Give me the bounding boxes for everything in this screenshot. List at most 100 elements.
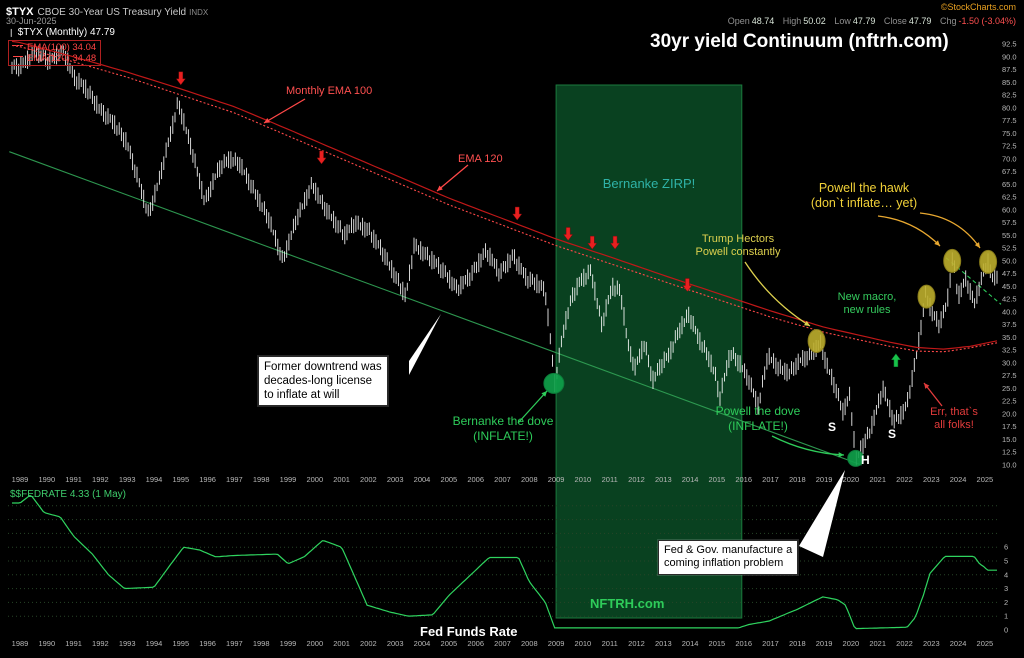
downtrend-callout (409, 314, 441, 375)
svg-text:2013: 2013 (655, 475, 672, 484)
svg-text:75.0: 75.0 (1002, 129, 1017, 138)
svg-text:2022: 2022 (896, 475, 913, 484)
svg-text:2003: 2003 (387, 475, 404, 484)
svg-text:2025: 2025 (977, 475, 994, 484)
svg-text:2024: 2024 (950, 639, 967, 648)
svg-text:2020: 2020 (843, 639, 860, 648)
svg-text:50.0: 50.0 (1002, 256, 1017, 265)
yellow-highlight-oval (807, 329, 826, 353)
svg-text:37.5: 37.5 (1002, 320, 1017, 329)
chart-date: 30-Jun-2025 (6, 16, 57, 26)
svg-text:2002: 2002 (360, 639, 377, 648)
svg-text:4: 4 (1004, 570, 1008, 579)
fedrate-legend: $$FEDRATE 4.33 (1 May) (10, 489, 126, 500)
bernanke-dove-arrow (517, 390, 548, 424)
yellow-highlight-oval (943, 248, 962, 273)
red-down-arrow-icon (175, 71, 186, 86)
svg-text:2017: 2017 (762, 475, 779, 484)
svg-text:67.5: 67.5 (1002, 167, 1017, 176)
chart-markers (175, 71, 998, 467)
svg-text:1997: 1997 (226, 475, 243, 484)
svg-text:85.0: 85.0 (1002, 78, 1017, 87)
svg-text:82.5: 82.5 (1002, 91, 1017, 100)
svg-text:2024: 2024 (950, 475, 967, 484)
powell-dove-arrow (771, 435, 845, 456)
svg-text:90.0: 90.0 (1002, 52, 1017, 61)
svg-text:1990: 1990 (38, 475, 55, 484)
svg-text:52.5: 52.5 (1002, 244, 1017, 253)
axis-labels: 92.5 90.0 87.5 85.0 82.5 80.0 77.5 75.0 72.5 70.0… (12, 40, 1017, 649)
svg-text:60.0: 60.0 (1002, 205, 1017, 214)
svg-text:2002: 2002 (360, 475, 377, 484)
svg-text:2025: 2025 (977, 639, 994, 648)
ema100-line-icon (13, 45, 23, 47)
chg-value: -1.50 (-3.04%) (958, 16, 1016, 26)
main-legend: ❙ $TYX (Monthly) 47.79 EMA(100) 34.04 EMA… (8, 27, 115, 66)
svg-text:1993: 1993 (119, 475, 136, 484)
svg-text:2004: 2004 (414, 475, 431, 484)
svg-text:1994: 1994 (146, 475, 163, 484)
red-down-arrow-icon (316, 150, 327, 165)
svg-text:40.0: 40.0 (1002, 307, 1017, 316)
svg-text:2018: 2018 (789, 639, 806, 648)
ema120-legend-row: EMA(120) 34.48 (13, 53, 96, 64)
svg-text:2014: 2014 (682, 639, 699, 648)
svg-text:2003: 2003 (387, 639, 404, 648)
svg-text:27.5: 27.5 (1002, 371, 1017, 380)
svg-text:2009: 2009 (548, 475, 565, 484)
svg-text:2017: 2017 (762, 639, 779, 648)
svg-text:1996: 1996 (199, 475, 216, 484)
svg-text:45.0: 45.0 (1002, 282, 1017, 291)
trump-arrow (744, 261, 811, 327)
close-value: 47.79 (908, 16, 932, 26)
low-value: 47.79 (852, 16, 876, 26)
symbol-description: CBOE 30-Year US Treasury Yield (37, 7, 187, 18)
svg-text:2021: 2021 (869, 475, 886, 484)
high-value: 50.02 (803, 16, 826, 26)
hawk-arrow-2 (919, 212, 981, 249)
svg-text:2004: 2004 (414, 639, 431, 648)
close-label: Close (883, 16, 907, 26)
svg-text:2018: 2018 (789, 475, 806, 484)
svg-text:2006: 2006 (467, 639, 484, 648)
svg-text:2016: 2016 (735, 639, 752, 648)
svg-text:2000: 2000 (306, 639, 323, 648)
svg-text:15.0: 15.0 (1002, 435, 1017, 444)
svg-text:2012: 2012 (628, 475, 645, 484)
svg-text:2007: 2007 (494, 639, 511, 648)
svg-text:2023: 2023 (923, 475, 940, 484)
svg-text:1: 1 (1004, 612, 1008, 621)
svg-text:2019: 2019 (816, 639, 833, 648)
svg-text:47.5: 47.5 (1002, 269, 1017, 278)
svg-text:2015: 2015 (709, 475, 726, 484)
svg-text:2022: 2022 (896, 639, 913, 648)
svg-text:2005: 2005 (441, 639, 458, 648)
svg-text:1991: 1991 (65, 639, 82, 648)
svg-text:2001: 2001 (333, 475, 350, 484)
svg-text:1989: 1989 (12, 639, 29, 648)
stockcharts-copyright: ©StockCharts.com (940, 2, 1016, 12)
svg-text:1992: 1992 (92, 639, 109, 648)
svg-text:72.5: 72.5 (1002, 142, 1017, 151)
red-down-arrow-icon (682, 278, 693, 292)
svg-text:2014: 2014 (682, 475, 699, 484)
open-label: Open (727, 16, 750, 26)
price-candles (11, 45, 998, 466)
svg-text:92.5: 92.5 (1002, 40, 1017, 49)
svg-text:6: 6 (1004, 543, 1008, 552)
svg-text:2013: 2013 (655, 639, 672, 648)
svg-text:12.5: 12.5 (1002, 448, 1017, 457)
svg-text:1997: 1997 (226, 639, 243, 648)
svg-text:2020: 2020 (843, 475, 860, 484)
svg-text:17.5: 17.5 (1002, 422, 1017, 431)
symbol: $TYX (6, 6, 34, 18)
legend-symbol-text: $TYX (Monthly) 47.79 (17, 27, 115, 38)
svg-text:62.5: 62.5 (1002, 193, 1017, 202)
svg-text:25.0: 25.0 (1002, 384, 1017, 393)
svg-text:2007: 2007 (494, 475, 511, 484)
svg-text:2010: 2010 (575, 475, 592, 484)
fed-gridlines (8, 505, 998, 617)
svg-text:35.0: 35.0 (1002, 333, 1017, 342)
svg-text:65.0: 65.0 (1002, 180, 1017, 189)
